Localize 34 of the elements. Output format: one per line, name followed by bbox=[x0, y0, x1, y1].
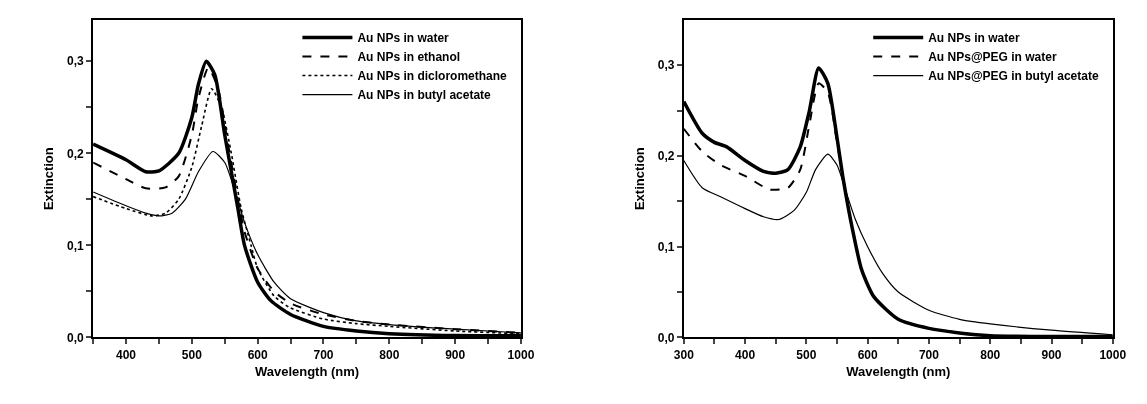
x-tick-label: 1000 bbox=[1099, 347, 1127, 362]
x-tick-label: 500 bbox=[181, 347, 203, 362]
x-axis-title: Wavelength (nm) bbox=[254, 363, 360, 379]
x-tick-label: 1000 bbox=[507, 347, 535, 362]
y-tick-label: 0,2 bbox=[67, 146, 85, 161]
legend-label: Au NPs in water bbox=[928, 31, 1020, 46]
legend-label: Au NPs in dicloromethane bbox=[357, 69, 508, 84]
y-axis-title: Extinction bbox=[41, 147, 57, 211]
x-tick-label: 900 bbox=[445, 347, 466, 362]
y-tick-label: 0,1 bbox=[657, 239, 675, 254]
x-tick-label: 600 bbox=[247, 347, 268, 362]
x-tick-label: 500 bbox=[796, 347, 817, 362]
y-tick-label: 0,2 bbox=[657, 149, 675, 164]
x-tick-label: 400 bbox=[735, 347, 756, 362]
x-tick-label: 800 bbox=[980, 347, 1001, 362]
legend-label: Au NPs@PEG in water bbox=[928, 50, 1057, 65]
x-tick-label: 400 bbox=[116, 347, 137, 362]
y-tick-label: 0,0 bbox=[67, 330, 85, 345]
x-tick-label: 900 bbox=[1041, 347, 1062, 362]
x-tick-label: 700 bbox=[313, 347, 334, 362]
x-tick-label: 300 bbox=[673, 347, 695, 362]
x-tick-label: 600 bbox=[857, 347, 878, 362]
x-tick-label: 700 bbox=[918, 347, 940, 362]
legend-label: Au NPs in water bbox=[357, 31, 450, 46]
x-axis-title: Wavelength (nm) bbox=[846, 363, 951, 379]
legend-label: Au NPs in ethanol bbox=[357, 50, 461, 65]
y-axis-title: Extinction bbox=[632, 147, 648, 211]
y-tick-label: 0,3 bbox=[657, 58, 675, 73]
x-tick-label: 800 bbox=[379, 347, 400, 362]
y-tick-label: 0,1 bbox=[67, 238, 85, 253]
legend-label: Au NPs@PEG in butyl acetate bbox=[928, 69, 1099, 84]
y-tick-label: 0,3 bbox=[67, 54, 85, 69]
legend-label: Au NPs in butyl acetate bbox=[357, 88, 492, 103]
y-tick-label: 0,0 bbox=[657, 330, 675, 345]
